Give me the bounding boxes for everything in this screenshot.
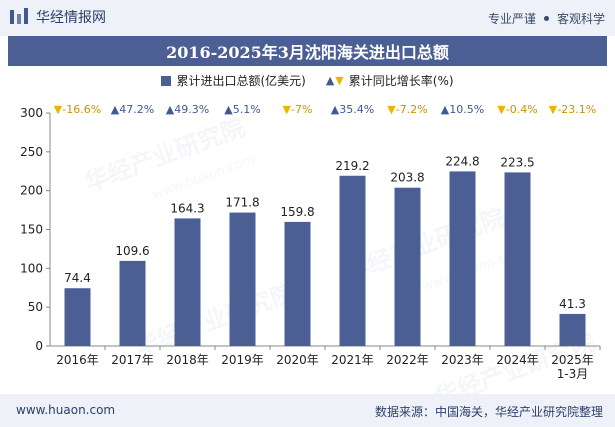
y-tick-label: 250 xyxy=(20,145,43,159)
footer-website[interactable]: www.huaon.com xyxy=(16,403,116,417)
tagline: 专业严谨 客观科学 xyxy=(488,10,605,27)
title-bar: 2016-2025年3月沈阳海关进出口总额 xyxy=(8,36,607,66)
x-tick-label: 2019年 xyxy=(221,353,264,367)
legend-triangle-icons: ▲ ▼ xyxy=(326,74,344,87)
footer-bar: www.huaon.com 数据来源：中国海关，华经产业研究院整理 xyxy=(0,394,615,427)
growth-rate-label: ▼-16.6% xyxy=(54,103,101,116)
bar-value-label: 74.4 xyxy=(64,271,91,285)
growth-rate-value: -16.6% xyxy=(62,103,101,116)
growth-rate-label: ▼-0.4% xyxy=(497,103,537,116)
bar-value-label: 41.3 xyxy=(559,297,586,311)
bar xyxy=(449,171,476,346)
bar-value-label: 203.8 xyxy=(390,171,424,185)
bar xyxy=(394,187,421,346)
y-tick-label: 300 xyxy=(20,106,43,120)
legend-label-growth: 累计同比增长率(%) xyxy=(348,74,454,88)
growth-rate-label: ▼-23.1% xyxy=(549,103,596,116)
y-tick-label: 0 xyxy=(35,339,43,353)
y-tick-label: 200 xyxy=(20,184,43,198)
x-tick-label: 1-3月 xyxy=(557,367,589,381)
y-tick-label: 50 xyxy=(28,300,43,314)
bar xyxy=(339,175,366,346)
brand-name: 华经情报网 xyxy=(36,10,106,26)
growth-rate-label: ▲10.5% xyxy=(441,103,484,116)
x-tick-label: 2021年 xyxy=(331,353,374,367)
bar xyxy=(174,218,201,346)
triangle-down-icon: ▼ xyxy=(54,103,63,116)
bar xyxy=(559,313,586,346)
growth-rate-value: 47.2% xyxy=(119,103,154,116)
triangle-up-icon: ▲ xyxy=(331,103,340,116)
bar xyxy=(284,221,311,346)
brand[interactable]: 华经情报网 xyxy=(8,7,106,27)
growth-rate-value: -23.1% xyxy=(557,103,596,116)
growth-rate-label: ▲35.4% xyxy=(331,103,374,116)
x-tick-label: 2018年 xyxy=(166,353,209,367)
bar-value-label: 159.8 xyxy=(280,205,314,219)
bar-value-label: 109.6 xyxy=(115,244,149,258)
growth-rate-label: ▲5.1% xyxy=(224,103,260,116)
y-tick-label: 100 xyxy=(20,261,43,275)
bar xyxy=(119,260,146,346)
triangle-down-icon: ▼ xyxy=(335,74,344,87)
x-tick-label: 2023年 xyxy=(441,353,484,367)
triangle-up-icon: ▲ xyxy=(325,74,335,87)
logo-icon xyxy=(10,8,28,24)
bar xyxy=(229,212,256,346)
x-tick-label: 2016年 xyxy=(56,353,99,367)
footer-source: 数据来源：中国海关，华经产业研究院整理 xyxy=(374,405,603,419)
growth-rate-value: 49.3% xyxy=(174,103,209,116)
triangle-down-icon: ▼ xyxy=(387,103,396,116)
growth-rate-value: -7% xyxy=(291,103,312,116)
triangle-up-icon: ▲ xyxy=(441,103,450,116)
bar-chart: 05010015020025030074.42016年▼-16.6%109.62… xyxy=(20,103,601,381)
growth-rate-label: ▲47.2% xyxy=(111,103,154,116)
growth-rate-label: ▼-7.2% xyxy=(387,103,427,116)
growth-rate-value: -0.4% xyxy=(506,103,538,116)
bar-value-label: 224.8 xyxy=(445,154,479,168)
x-tick-label: 2025年 xyxy=(551,353,594,367)
separator-dot-icon xyxy=(543,16,549,21)
bar xyxy=(504,172,531,346)
bar-value-label: 171.8 xyxy=(225,196,259,210)
growth-rate-label: ▲49.3% xyxy=(166,103,209,116)
y-tick-label: 150 xyxy=(20,223,43,237)
growth-rate-value: 10.5% xyxy=(449,103,484,116)
triangle-down-icon: ▼ xyxy=(549,103,558,116)
triangle-up-icon: ▲ xyxy=(166,103,175,116)
tagline-left: 专业严谨 xyxy=(487,12,536,26)
growth-rate-value: 5.1% xyxy=(233,103,261,116)
growth-rate-value: -7.2% xyxy=(396,103,428,116)
triangle-down-icon: ▼ xyxy=(497,103,506,116)
triangle-down-icon: ▼ xyxy=(283,103,292,116)
bar xyxy=(64,288,91,346)
growth-rate-value: 35.4% xyxy=(339,103,374,116)
triangle-up-icon: ▲ xyxy=(224,103,233,116)
bar-value-label: 164.3 xyxy=(170,201,204,215)
tagline-right: 客观科学 xyxy=(556,12,605,26)
x-tick-label: 2022年 xyxy=(386,353,429,367)
x-tick-label: 2017年 xyxy=(111,353,154,367)
triangle-up-icon: ▲ xyxy=(111,103,120,116)
legend-swatch-bar xyxy=(161,75,172,86)
bar-value-label: 219.2 xyxy=(335,159,369,173)
x-tick-label: 2024年 xyxy=(496,353,539,367)
header-bar: 华经情报网 专业严谨 客观科学 xyxy=(0,0,615,36)
legend-item-growth: ▲ ▼ 累计同比增长率(%) xyxy=(326,72,454,89)
legend: 累计进出口总额(亿美元) ▲ ▼ 累计同比增长率(%) xyxy=(0,72,615,89)
bar-value-label: 223.5 xyxy=(500,155,534,169)
x-tick-label: 2020年 xyxy=(276,353,319,367)
chart-title: 2016-2025年3月沈阳海关进出口总额 xyxy=(166,43,449,62)
legend-item-total: 累计进出口总额(亿美元) xyxy=(161,72,306,89)
legend-label-total: 累计进出口总额(亿美元) xyxy=(176,74,306,88)
growth-rate-label: ▼-7% xyxy=(283,103,313,116)
